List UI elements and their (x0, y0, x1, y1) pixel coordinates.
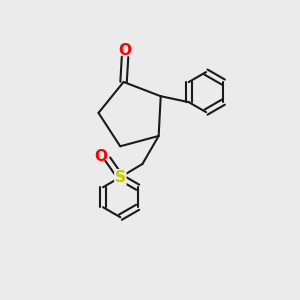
Text: S: S (115, 170, 126, 185)
Text: S: S (115, 170, 126, 185)
Text: O: O (94, 149, 107, 164)
Text: O: O (118, 43, 131, 58)
